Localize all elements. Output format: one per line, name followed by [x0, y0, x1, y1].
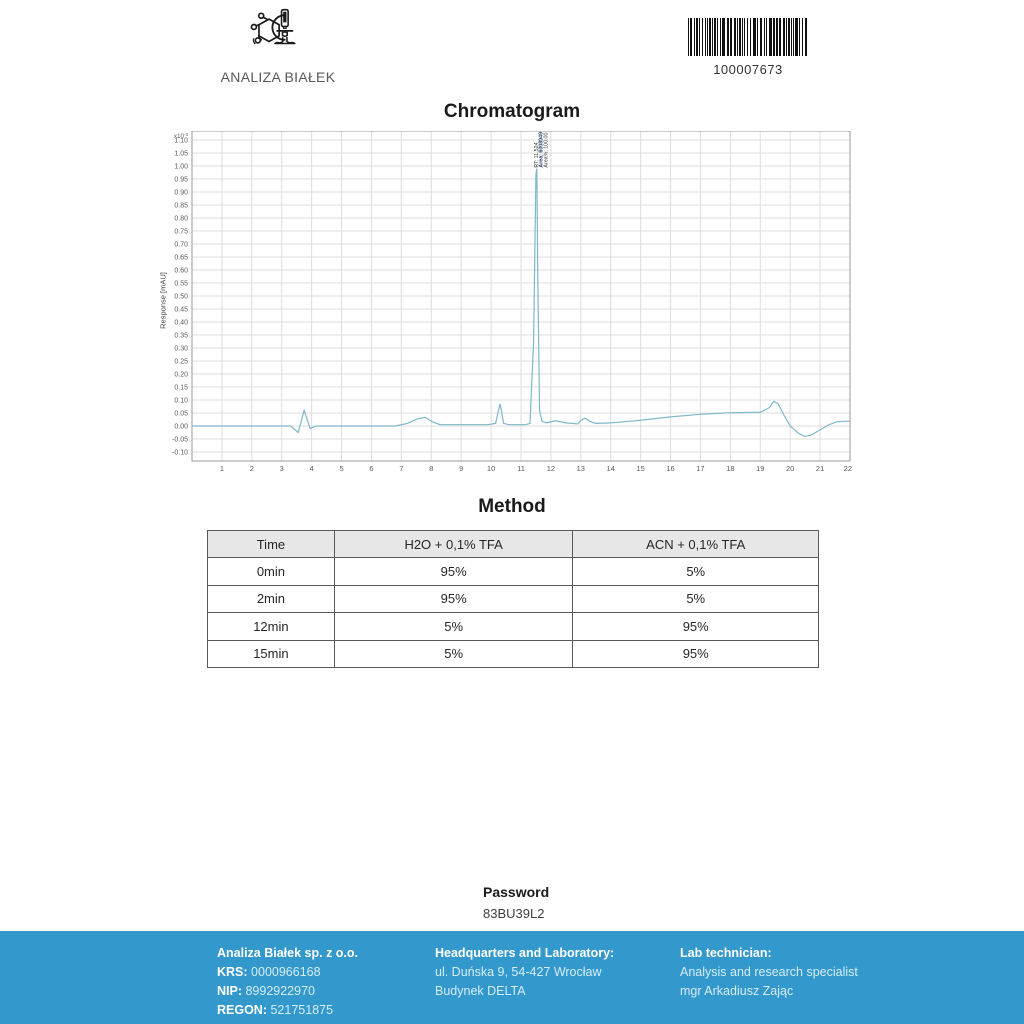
- svg-text:0.85: 0.85: [174, 203, 188, 210]
- svg-text:15: 15: [636, 464, 644, 473]
- svg-text:0.65: 0.65: [174, 255, 188, 262]
- svg-text:-0.10: -0.10: [172, 450, 188, 457]
- svg-text:0.40: 0.40: [174, 320, 188, 327]
- svg-text:0.10: 0.10: [174, 398, 188, 405]
- svg-text:0.50: 0.50: [174, 294, 188, 301]
- svg-text:10: 10: [487, 464, 495, 473]
- svg-text:18: 18: [726, 464, 734, 473]
- svg-text:0.00: 0.00: [174, 424, 188, 431]
- svg-text:14: 14: [607, 464, 615, 473]
- svg-text:21: 21: [816, 464, 824, 473]
- svg-text:4: 4: [310, 464, 314, 473]
- svg-text:0.35: 0.35: [174, 333, 188, 340]
- svg-text:9: 9: [459, 464, 463, 473]
- svg-text:0.70: 0.70: [174, 242, 188, 249]
- svg-text:0.30: 0.30: [174, 346, 188, 353]
- svg-text:12: 12: [547, 464, 555, 473]
- svg-text:20: 20: [786, 464, 794, 473]
- svg-text:1.00: 1.00: [174, 164, 188, 171]
- svg-text:19: 19: [756, 464, 764, 473]
- svg-text:1.05: 1.05: [174, 151, 188, 158]
- svg-text:1: 1: [220, 464, 224, 473]
- svg-text:5: 5: [339, 464, 343, 473]
- svg-text:0.90: 0.90: [174, 190, 188, 197]
- svg-text:-0.05: -0.05: [172, 437, 188, 444]
- svg-text:11: 11: [517, 464, 525, 473]
- svg-text:16: 16: [666, 464, 674, 473]
- svg-text:3: 3: [280, 464, 284, 473]
- svg-text:13: 13: [577, 464, 585, 473]
- svg-text:Area%: 100.00: Area%: 100.00: [543, 133, 549, 168]
- svg-text:0.60: 0.60: [174, 268, 188, 275]
- svg-text:7: 7: [399, 464, 403, 473]
- svg-text:0.25: 0.25: [174, 359, 188, 366]
- svg-text:0.15: 0.15: [174, 385, 188, 392]
- svg-text:0.05: 0.05: [174, 411, 188, 418]
- svg-text:0.75: 0.75: [174, 229, 188, 236]
- svg-text:17: 17: [696, 464, 704, 473]
- svg-text:22: 22: [844, 464, 852, 473]
- svg-text:0.20: 0.20: [174, 372, 188, 379]
- svg-text:0.45: 0.45: [174, 307, 188, 314]
- svg-text:8: 8: [429, 464, 433, 473]
- svg-text:6: 6: [369, 464, 373, 473]
- svg-text:0.55: 0.55: [174, 281, 188, 288]
- svg-text:1.10: 1.10: [174, 138, 188, 145]
- svg-text:2: 2: [250, 464, 254, 473]
- svg-text:0.80: 0.80: [174, 216, 188, 223]
- svg-text:0.95: 0.95: [174, 177, 188, 184]
